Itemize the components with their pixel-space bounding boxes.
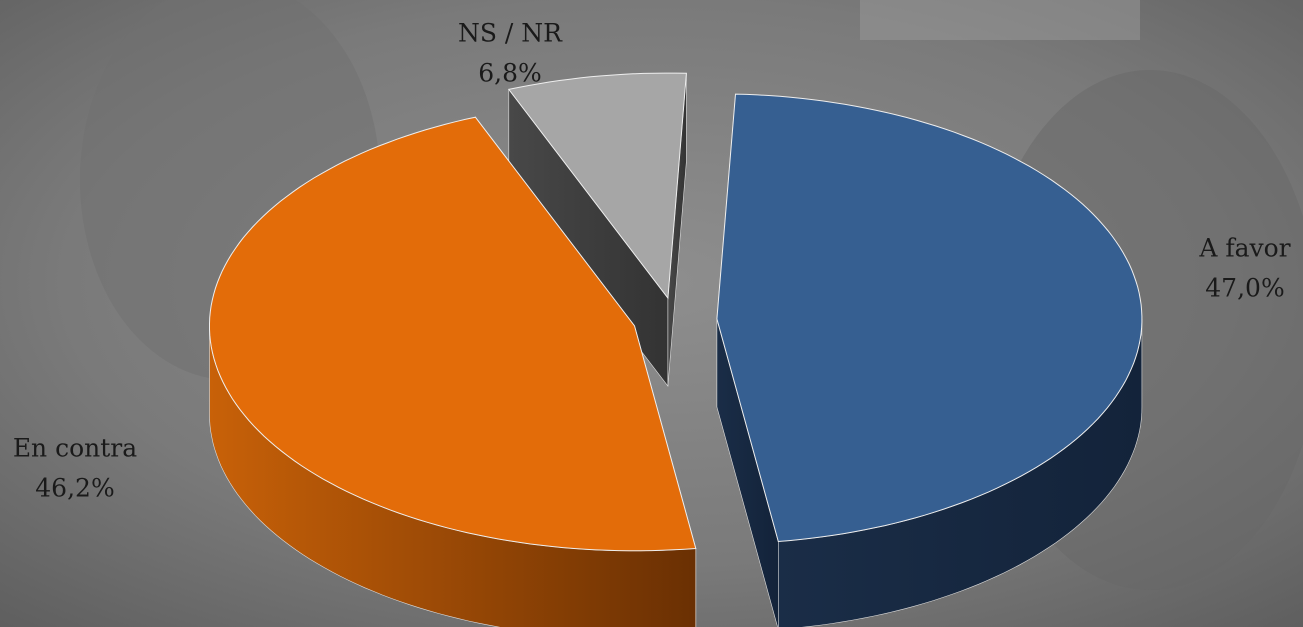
value-label: 6,8% [478, 59, 542, 88]
slice [507, 72, 687, 300]
category-label: A favor [1198, 234, 1290, 263]
background-shape [860, 0, 1140, 40]
slice [209, 116, 697, 552]
slice [716, 93, 1143, 543]
category-label: NS / NR [458, 19, 563, 48]
value-label: 47,0% [1205, 274, 1284, 303]
category-label: En contra [13, 434, 137, 463]
value-label: 46,2% [35, 474, 114, 503]
